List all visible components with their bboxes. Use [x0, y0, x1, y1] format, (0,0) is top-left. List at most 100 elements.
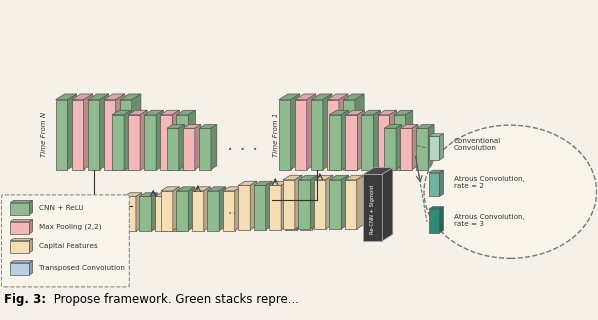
- Polygon shape: [329, 115, 341, 170]
- Text: Conventional
Convolution: Conventional Convolution: [454, 138, 501, 151]
- Polygon shape: [405, 110, 413, 170]
- Polygon shape: [219, 187, 226, 231]
- Polygon shape: [139, 193, 157, 196]
- Polygon shape: [298, 180, 310, 229]
- Text: Fig. 3:: Fig. 3:: [4, 292, 47, 306]
- Polygon shape: [281, 181, 288, 230]
- Polygon shape: [254, 185, 266, 230]
- Text: Max Pooling (2,2): Max Pooling (2,2): [39, 223, 102, 230]
- Polygon shape: [428, 124, 434, 170]
- Text: Transposed Convolution: Transposed Convolution: [39, 265, 125, 271]
- Polygon shape: [199, 124, 217, 128]
- Polygon shape: [341, 110, 349, 170]
- Polygon shape: [311, 100, 323, 170]
- Polygon shape: [429, 136, 440, 160]
- Polygon shape: [124, 110, 131, 170]
- Polygon shape: [128, 115, 140, 170]
- Polygon shape: [136, 193, 142, 231]
- Polygon shape: [176, 187, 195, 191]
- Text: · · ·: · · ·: [227, 141, 258, 160]
- Polygon shape: [10, 221, 29, 234]
- Text: Re-CNN + Sigmoid: Re-CNN + Sigmoid: [370, 185, 376, 234]
- Polygon shape: [283, 175, 302, 180]
- Polygon shape: [132, 94, 141, 170]
- Polygon shape: [120, 94, 141, 100]
- Polygon shape: [250, 181, 257, 230]
- Polygon shape: [440, 170, 443, 196]
- Polygon shape: [160, 115, 172, 170]
- Polygon shape: [343, 100, 355, 170]
- Polygon shape: [429, 170, 443, 173]
- Polygon shape: [120, 100, 132, 170]
- Polygon shape: [88, 100, 100, 170]
- Polygon shape: [155, 193, 173, 196]
- Polygon shape: [300, 181, 319, 185]
- Polygon shape: [357, 175, 364, 229]
- Polygon shape: [208, 187, 226, 191]
- Polygon shape: [329, 175, 349, 180]
- Polygon shape: [199, 128, 211, 170]
- Polygon shape: [429, 207, 443, 209]
- Polygon shape: [10, 263, 29, 275]
- Polygon shape: [396, 124, 402, 170]
- Polygon shape: [10, 200, 33, 203]
- Polygon shape: [112, 110, 131, 115]
- Polygon shape: [384, 124, 402, 128]
- Polygon shape: [188, 187, 195, 231]
- Polygon shape: [412, 124, 418, 170]
- Polygon shape: [115, 94, 125, 170]
- Polygon shape: [363, 174, 382, 241]
- Polygon shape: [377, 115, 389, 170]
- Polygon shape: [192, 187, 210, 191]
- Polygon shape: [345, 180, 357, 229]
- Polygon shape: [29, 238, 33, 252]
- Polygon shape: [314, 175, 333, 180]
- Polygon shape: [429, 134, 443, 136]
- Polygon shape: [295, 94, 316, 100]
- Polygon shape: [156, 110, 163, 170]
- Polygon shape: [329, 180, 341, 229]
- Polygon shape: [72, 100, 84, 170]
- Polygon shape: [291, 94, 300, 170]
- Text: ·· ·: ·· ·: [228, 207, 245, 221]
- Polygon shape: [295, 175, 302, 229]
- Polygon shape: [429, 209, 440, 233]
- Text: Capital Features: Capital Features: [39, 243, 97, 249]
- Polygon shape: [416, 128, 428, 170]
- Polygon shape: [84, 94, 93, 170]
- Polygon shape: [204, 187, 210, 231]
- Polygon shape: [183, 124, 201, 128]
- Polygon shape: [10, 203, 29, 215]
- Text: Time From N: Time From N: [41, 112, 47, 157]
- Polygon shape: [346, 110, 365, 115]
- Polygon shape: [400, 124, 418, 128]
- Polygon shape: [195, 124, 201, 170]
- Polygon shape: [140, 110, 147, 170]
- Polygon shape: [323, 94, 332, 170]
- Polygon shape: [139, 196, 151, 231]
- Polygon shape: [223, 191, 235, 231]
- Polygon shape: [311, 94, 332, 100]
- Polygon shape: [279, 94, 300, 100]
- Polygon shape: [312, 181, 319, 230]
- Polygon shape: [56, 100, 68, 170]
- Polygon shape: [400, 128, 412, 170]
- Polygon shape: [104, 100, 115, 170]
- Polygon shape: [72, 94, 93, 100]
- Polygon shape: [327, 100, 339, 170]
- Polygon shape: [362, 110, 380, 115]
- Text: Atrous Convolution,
rate = 2: Atrous Convolution, rate = 2: [454, 176, 524, 189]
- Polygon shape: [124, 193, 142, 196]
- Polygon shape: [10, 238, 33, 241]
- Polygon shape: [382, 168, 393, 241]
- Polygon shape: [104, 94, 125, 100]
- Polygon shape: [211, 124, 217, 170]
- Polygon shape: [144, 110, 163, 115]
- Polygon shape: [377, 110, 396, 115]
- Polygon shape: [173, 187, 179, 231]
- Polygon shape: [416, 124, 434, 128]
- Polygon shape: [182, 193, 188, 231]
- Polygon shape: [188, 110, 196, 170]
- Polygon shape: [176, 115, 188, 170]
- Polygon shape: [170, 196, 182, 231]
